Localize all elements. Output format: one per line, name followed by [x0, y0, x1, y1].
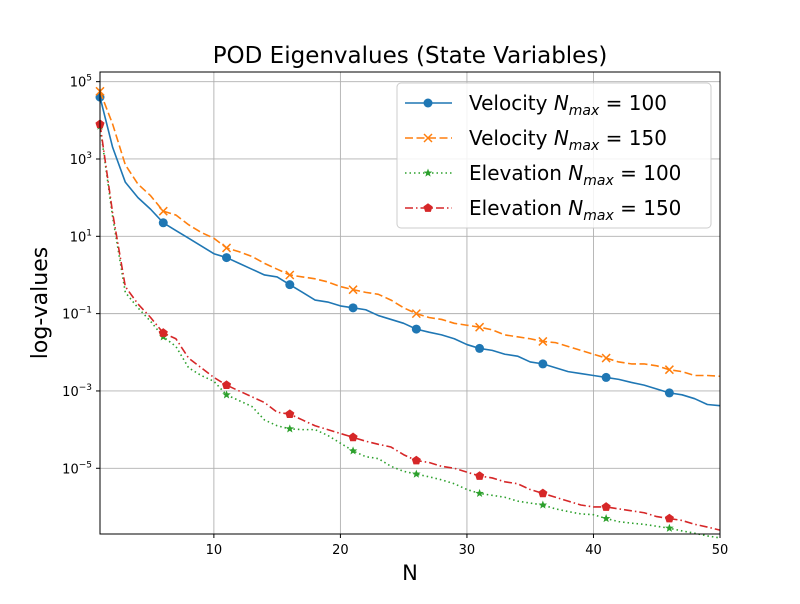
data-point — [601, 514, 611, 523]
legend-marker — [423, 168, 433, 177]
data-point — [285, 280, 295, 290]
data-point — [475, 322, 485, 332]
series-velocity-1 — [95, 86, 721, 378]
data-point — [538, 336, 548, 346]
data-point — [601, 502, 611, 511]
data-point — [412, 469, 421, 478]
data-point — [664, 513, 674, 523]
legend: Velocity Nmax = 100 Velocity Nmax = 150 El… — [396, 82, 712, 229]
data-point — [665, 523, 674, 532]
data-point — [348, 285, 358, 295]
series-layer — [95, 86, 721, 539]
x-tick-label: 20 — [332, 543, 349, 558]
data-point — [348, 303, 358, 313]
chart-title: POD Eigenvalues (State Variables) — [213, 43, 608, 69]
data-point — [475, 488, 484, 498]
data-point — [348, 446, 358, 455]
data-point — [538, 488, 548, 498]
series-line — [99, 91, 721, 378]
data-point — [222, 253, 232, 263]
x-tick-label: 50 — [712, 543, 729, 558]
legend-box — [396, 82, 712, 229]
series-line — [99, 124, 721, 531]
y-tick-label: 10−3 — [62, 383, 92, 400]
data-point — [285, 270, 295, 280]
data-point — [538, 500, 548, 509]
legend-marker — [423, 203, 433, 212]
series-elevation-3 — [95, 119, 721, 531]
data-point — [285, 424, 295, 433]
y-tick-label: 105 — [70, 74, 92, 91]
data-point — [348, 432, 358, 442]
data-point — [158, 328, 168, 337]
series-line — [99, 126, 721, 539]
data-point — [158, 206, 168, 216]
data-point — [411, 324, 421, 334]
legend-label: Elevation Nmax = 100 — [469, 161, 681, 189]
data-point — [664, 388, 674, 398]
y-tick-label: 101 — [70, 228, 92, 245]
y-tick-label: 10−5 — [62, 460, 92, 477]
data-point — [601, 353, 611, 363]
data-point — [411, 455, 421, 465]
legend-label: Elevation Nmax = 150 — [469, 196, 681, 224]
data-point — [222, 243, 232, 253]
legend-marker — [423, 98, 433, 108]
x-axis-label: N — [402, 561, 418, 585]
data-point — [538, 359, 548, 369]
data-point — [475, 471, 485, 480]
legend-label: Velocity Nmax = 150 — [469, 126, 667, 154]
data-point — [411, 309, 421, 319]
data-point — [222, 390, 231, 399]
axis-ticks: 10 20 30 40 50 105 103 101 10−1 10−3 10−5 — [62, 74, 728, 558]
data-point — [475, 343, 485, 353]
y-tick-label: 10−1 — [62, 306, 92, 323]
legend-label: Velocity Nmax = 100 — [469, 91, 667, 119]
data-point — [221, 380, 232, 390]
series-velocity-0 — [95, 92, 721, 407]
data-point — [601, 372, 611, 382]
y-tick-label: 103 — [70, 151, 92, 168]
x-tick-label: 10 — [206, 543, 223, 558]
data-point — [158, 218, 168, 228]
y-axis-label: log-values — [28, 247, 53, 359]
data-point — [285, 409, 295, 419]
legend-marker — [423, 133, 433, 143]
data-point — [664, 365, 674, 375]
x-tick-label: 30 — [459, 543, 476, 558]
plot-frame — [99, 71, 721, 535]
series-line — [99, 96, 721, 407]
x-tick-label: 40 — [585, 543, 602, 558]
